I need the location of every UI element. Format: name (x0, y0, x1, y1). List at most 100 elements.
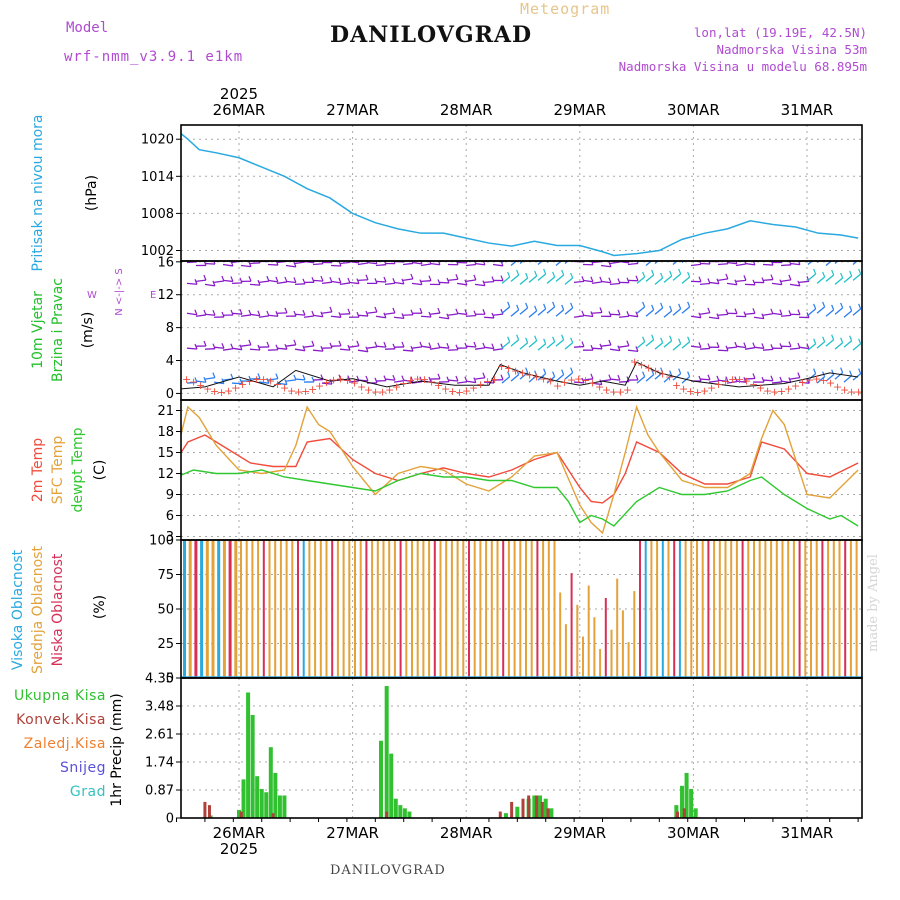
y-tick-label: 2.61 (145, 728, 174, 743)
wind-barb-flag (507, 301, 511, 308)
wind-barb-flag (455, 274, 459, 280)
wind-barb-flag (669, 370, 673, 376)
wind-barb-flag (392, 307, 396, 314)
wind-barb (348, 380, 360, 383)
wind-barb-flag (687, 271, 691, 278)
wind-barb-flag (687, 371, 691, 377)
wind-barb (618, 345, 629, 348)
wind-barb (186, 261, 198, 264)
precip-convective-bar (498, 811, 502, 818)
meteogram-heading: Meteogram (520, 0, 611, 18)
wind-barb-flag (392, 374, 396, 381)
wind-barb (690, 315, 701, 319)
cloud-bar (371, 540, 374, 678)
cloud-bar (718, 540, 721, 678)
wind-barb (699, 262, 711, 265)
wind-barb-flag (534, 305, 538, 312)
wind-barb-flag (822, 301, 826, 308)
cloud-bar (507, 540, 510, 678)
cloud-bar (792, 540, 795, 678)
wind-barb (717, 379, 728, 383)
wind-compass-e: E (150, 290, 156, 301)
wind-barb-flag (590, 373, 594, 380)
wind-barb (402, 278, 413, 282)
wind-barb (465, 345, 477, 348)
wind-barb-flag (320, 311, 324, 317)
wind-barb-flag (320, 345, 324, 352)
wind-barb (708, 380, 720, 383)
cloud-bar (342, 540, 345, 678)
wind-barb (231, 347, 242, 351)
wind-barb (663, 375, 673, 383)
precip-total-bar (503, 813, 508, 818)
cloud-high-label: Visoka Oblacnost (10, 549, 26, 670)
precip-total-bar (246, 692, 251, 818)
wind-barb-flag (482, 309, 486, 315)
wind-barb (411, 381, 422, 384)
bottom-day-label: 31MAR (781, 824, 834, 842)
cloud-bar (325, 540, 328, 678)
wind-barb (555, 374, 565, 382)
temp-2m-line (181, 434, 859, 504)
wind-barb (762, 263, 774, 266)
wind-barb-flag (561, 334, 565, 340)
wind-barb-flag (419, 307, 423, 314)
wind-barb-flag (266, 377, 270, 384)
wind-barb-flag (678, 303, 682, 310)
gust-marker: + (700, 385, 709, 398)
wind-barb-flag (464, 279, 468, 286)
wind-barb (339, 261, 351, 265)
wind-barb (762, 379, 774, 382)
gust-marker: + (469, 382, 478, 395)
wind-barb-flag (806, 378, 810, 384)
gust-marker: + (609, 385, 618, 398)
gust-marker: + (630, 355, 639, 368)
wind-barb (573, 381, 585, 384)
cloud-bar (656, 540, 659, 678)
wind-barb (771, 312, 782, 316)
wind-barb-flag (275, 344, 279, 350)
wind-barb (618, 315, 630, 318)
wind-barb-flag (779, 343, 783, 349)
cloud-bar (696, 540, 698, 678)
wind-barb (780, 314, 792, 317)
gust-marker: + (434, 379, 443, 392)
wind-barb (510, 374, 520, 382)
wind-barb-flag (455, 375, 459, 382)
cloud-bar (525, 540, 527, 678)
top-day-label: 30MAR (667, 101, 720, 119)
wind-barb-flag (725, 273, 729, 280)
gust-marker: + (189, 376, 198, 389)
wind-barb-flag (570, 272, 574, 279)
cloud-bar (411, 540, 413, 678)
wind-barb-flag (797, 309, 801, 315)
wind-barb (456, 282, 467, 286)
wind-barb (447, 313, 458, 316)
wind-barb (636, 341, 646, 349)
wind-barb (420, 345, 431, 349)
wind-barb-flag (293, 339, 297, 346)
wind-barb-flag (347, 375, 351, 381)
wind-barb (501, 341, 511, 349)
gust-marker: + (504, 362, 513, 375)
wind-barb-flag (419, 279, 423, 285)
wind-barb-flag (248, 261, 252, 267)
y-tick-label: 1008 (141, 207, 174, 222)
cloud-bar (205, 540, 209, 678)
wind-barb (483, 280, 495, 284)
cloud-bar (821, 540, 824, 678)
wind-barb (429, 262, 440, 266)
wind-barb (267, 378, 278, 381)
cloud-bar (576, 604, 579, 678)
y-tick-label: 1014 (141, 170, 174, 185)
gust-marker: + (371, 385, 380, 398)
cloud-bar (855, 540, 858, 678)
wind-barb-flag (797, 280, 801, 287)
wind-barb (213, 280, 224, 284)
footer-station-name: DANILOVGRAD (330, 863, 446, 878)
gust-marker: + (518, 366, 527, 379)
precip-total-bar (277, 795, 282, 818)
wind-barb (789, 283, 800, 287)
wind-barb-flag (832, 254, 834, 259)
wind-barb (672, 308, 682, 316)
